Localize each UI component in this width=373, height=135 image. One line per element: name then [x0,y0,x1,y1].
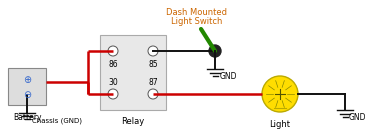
Text: Battery: Battery [13,113,41,122]
Text: 30: 30 [108,78,118,87]
Text: 85: 85 [148,60,158,69]
Text: 87: 87 [148,78,158,87]
Text: Relay: Relay [121,117,145,126]
Text: GND: GND [349,113,367,122]
FancyBboxPatch shape [8,68,46,105]
Text: Light: Light [270,120,291,129]
Circle shape [108,89,118,99]
Circle shape [148,46,158,56]
Text: Dash Mounted: Dash Mounted [166,8,228,17]
Circle shape [209,45,221,57]
Circle shape [262,76,298,112]
Text: Light Switch: Light Switch [171,17,223,26]
Text: 86: 86 [108,60,118,69]
Text: ⊖: ⊖ [23,90,31,100]
Text: ⊕: ⊕ [23,75,31,85]
FancyBboxPatch shape [100,35,166,110]
Text: GND: GND [220,72,238,81]
Circle shape [148,89,158,99]
Circle shape [108,46,118,56]
Text: Chassis (GND): Chassis (GND) [32,117,82,124]
